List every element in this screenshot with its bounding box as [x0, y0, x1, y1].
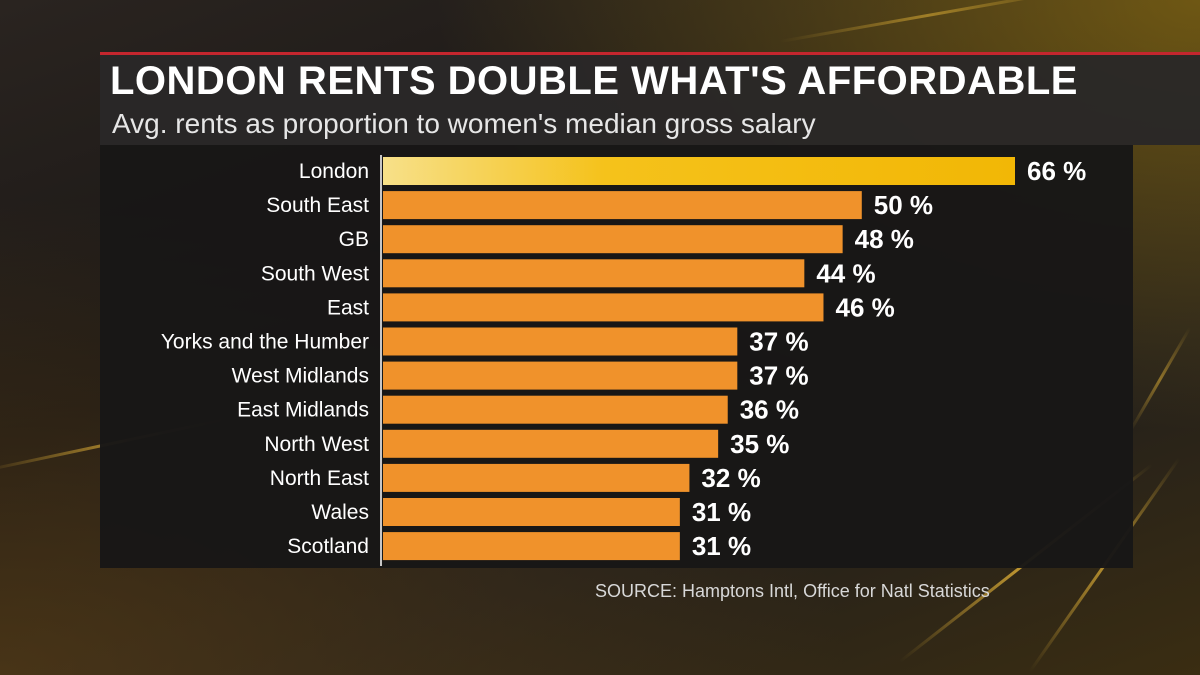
bar-south-east [383, 191, 862, 220]
value-label: 32 % [701, 463, 760, 493]
category-label: London [299, 160, 369, 183]
value-label: 31 % [692, 497, 751, 527]
bar-yorks-and-the-humber [383, 327, 738, 356]
bar-wales [383, 498, 680, 526]
category-label: GB [339, 228, 369, 251]
bar-west-midlands [383, 361, 738, 390]
value-label: 50 % [874, 190, 933, 220]
value-label: 46 % [835, 292, 894, 322]
category-label: Yorks and the Humber [161, 331, 369, 354]
value-label: 36 % [740, 395, 799, 425]
bar-north-west [383, 429, 719, 458]
value-label: 44 % [816, 258, 875, 288]
chart-subtitle: Avg. rents as proportion to women's medi… [112, 108, 816, 139]
value-label: 66 % [1027, 156, 1086, 186]
category-label: Scotland [287, 535, 369, 558]
category-label: East Midlands [237, 399, 369, 422]
category-label: North East [270, 467, 369, 490]
value-label: 35 % [730, 429, 789, 459]
source-note: SOURCE: Hamptons Intl, Office for Natl S… [595, 581, 990, 601]
value-label: 37 % [749, 327, 808, 357]
value-label: 31 % [692, 531, 751, 561]
title-panel [100, 52, 1200, 145]
bar-east [383, 293, 824, 322]
chart-title: LONDON RENTS DOUBLE WHAT'S AFFORDABLE [110, 59, 1078, 103]
category-label: North West [264, 433, 369, 456]
bar-east-midlands [383, 395, 728, 424]
category-label: East [327, 296, 369, 319]
category-label: Wales [311, 501, 369, 524]
bar-north-east [383, 463, 690, 492]
category-label: South West [261, 262, 369, 285]
bar-london [383, 157, 1015, 185]
bar-scotland [383, 532, 680, 561]
category-label: South East [266, 194, 369, 217]
category-label: West Midlands [232, 365, 369, 388]
bar-gb [383, 225, 843, 254]
value-label: 48 % [855, 224, 914, 254]
bar-south-west [383, 259, 805, 288]
value-label: 37 % [749, 361, 808, 391]
